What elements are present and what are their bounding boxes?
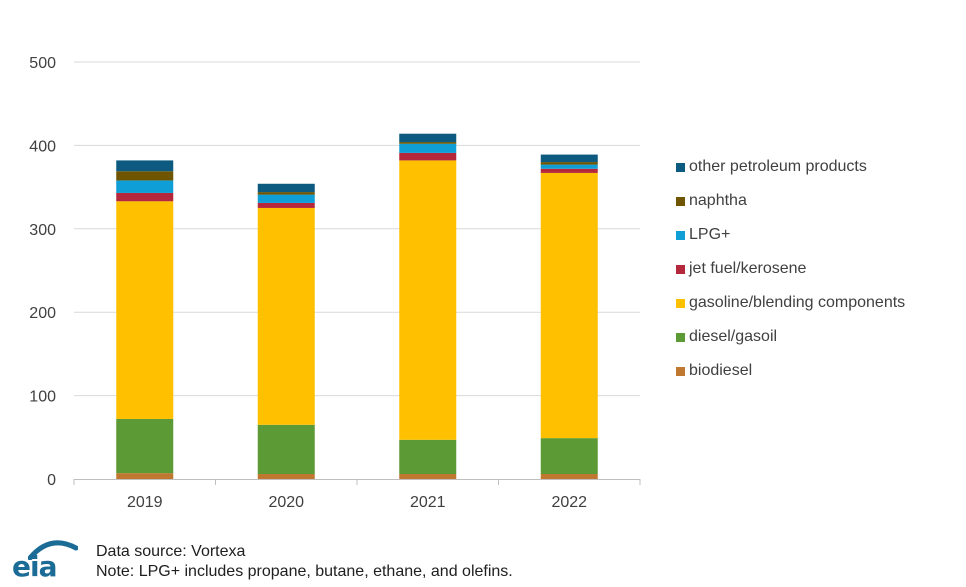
bar-segment-biodiesel: [116, 473, 174, 479]
x-tick-label: 2022: [551, 494, 587, 511]
y-axis-ticks: 0 100 200 300 400 500: [29, 55, 56, 489]
bar-segment-diesel-gasoil: [116, 418, 174, 474]
bar-segment-jet-fuel-kerosene: [116, 192, 174, 202]
legend-label: other petroleum products: [689, 158, 867, 175]
bars: [116, 133, 598, 479]
x-tick-label: 2021: [410, 494, 446, 511]
y-tick-label: 400: [29, 138, 56, 155]
bar-segment-biodiesel: [399, 473, 457, 479]
legend-item: diesel/gasoil: [676, 320, 905, 354]
bar-segment-naphtha: [257, 192, 315, 195]
bar-segment-lpg-: [540, 164, 598, 169]
y-tick-label: 0: [47, 472, 56, 489]
y-tick-label: 500: [29, 55, 56, 72]
bar-segment-gasoline-blending-components: [399, 160, 457, 440]
bar-segment-jet-fuel-kerosene: [257, 202, 315, 208]
legend-label: biodiesel: [689, 362, 753, 379]
legend-item: naphtha: [676, 184, 905, 218]
bar-segment-jet-fuel-kerosene: [540, 168, 598, 173]
bar-segment-jet-fuel-kerosene: [399, 152, 457, 161]
legend: other petroleum products naphtha LPG+ jet f…: [676, 150, 905, 388]
legend-label: gasoline/blending components: [689, 294, 906, 311]
bar-segment-naphtha: [540, 162, 598, 165]
y-tick-label: 200: [29, 305, 56, 322]
legend-swatch: [676, 230, 685, 240]
legend-item: jet fuel/kerosene: [676, 252, 905, 286]
bar-segment-naphtha: [399, 142, 457, 144]
eia-logo: eia: [12, 540, 84, 584]
x-axis-ticks: 2019 2020 2021 2022: [73, 479, 641, 511]
bar-segment-other-petroleum-products: [399, 133, 457, 143]
legend-label: LPG+: [689, 226, 731, 243]
legend-label: diesel/gasoil: [689, 328, 778, 345]
legend-swatch: [676, 264, 685, 274]
logo-arc-icon: [28, 540, 78, 560]
bar-segment-gasoline-blending-components: [257, 207, 315, 425]
legend-swatch: [676, 366, 685, 376]
bar-segment-gasoline-blending-components: [540, 172, 598, 439]
legend-item: biodiesel: [676, 354, 905, 388]
bar-segment-other-petroleum-products: [116, 160, 174, 172]
legend-item: gasoline/blending components: [676, 286, 905, 320]
bar-segment-other-petroleum-products: [540, 154, 598, 163]
bar-segment-lpg-: [116, 180, 174, 193]
legend-swatch: [676, 196, 685, 206]
legend-item: LPG+: [676, 218, 905, 252]
bar-segment-diesel-gasoil: [257, 424, 315, 474]
bar-segment-biodiesel: [257, 473, 315, 479]
x-tick-label: 2020: [268, 494, 304, 511]
bar-segment-naphtha: [116, 171, 174, 181]
bar-segment-gasoline-blending-components: [116, 201, 174, 419]
footer-notes: Data source: Vortexa Note: LPG+ includes…: [96, 542, 513, 582]
bar-segment-biodiesel: [540, 473, 598, 479]
legend-item: other petroleum products: [676, 150, 905, 184]
footnote: Note: LPG+ includes propane, butane, eth…: [96, 563, 513, 580]
legend-swatch: [676, 332, 685, 342]
stacked-bar-chart: 0 100 200 300 400 500 2019 2020 2021 2022: [29, 55, 641, 511]
x-tick-label: 2019: [127, 494, 163, 511]
y-tick-label: 300: [29, 222, 56, 239]
bar-segment-diesel-gasoil: [399, 439, 457, 474]
legend-swatch: [676, 162, 685, 172]
bar-segment-lpg-: [399, 143, 457, 153]
footer: eia Data source: Vortexa Note: LPG+ incl…: [12, 540, 513, 584]
bar-segment-lpg-: [257, 194, 315, 203]
bar-segment-diesel-gasoil: [540, 438, 598, 474]
y-tick-label: 100: [29, 389, 56, 406]
legend-label: naphtha: [689, 192, 747, 209]
logo-text: eia: [12, 550, 57, 583]
legend-label: jet fuel/kerosene: [689, 260, 807, 277]
legend-swatch: [676, 298, 685, 308]
data-source: Data source: Vortexa: [96, 543, 246, 560]
bar-segment-other-petroleum-products: [257, 183, 315, 193]
